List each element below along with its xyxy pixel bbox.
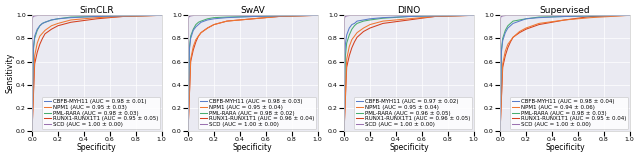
X-axis label: Specificity: Specificity — [233, 143, 273, 152]
X-axis label: Specificity: Specificity — [545, 143, 585, 152]
Title: Supervised: Supervised — [540, 6, 590, 15]
Title: SimCLR: SimCLR — [79, 6, 114, 15]
Legend: CBFB-MYH11 (AUC = 0.98 ± 0.01), NPM1 (AUC = 0.95 ± 0.03), PML-RARA (AUC = 0.98 ±: CBFB-MYH11 (AUC = 0.98 ± 0.01), NPM1 (AU… — [42, 97, 160, 129]
X-axis label: Specificity: Specificity — [77, 143, 116, 152]
X-axis label: Specificity: Specificity — [389, 143, 429, 152]
Title: DINO: DINO — [397, 6, 420, 15]
Legend: CBFB-MYH11 (AUC = 0.98 ± 0.03), NPM1 (AUC = 0.95 ± 0.04), PML-RARA (AUC = 0.98 ±: CBFB-MYH11 (AUC = 0.98 ± 0.03), NPM1 (AU… — [198, 97, 316, 129]
Legend: CBFB-MYH11 (AUC = 0.98 ± 0.04), NPM1 (AUC = 0.94 ± 0.06), PML-RARA (AUC = 0.98 ±: CBFB-MYH11 (AUC = 0.98 ± 0.04), NPM1 (AU… — [510, 97, 628, 129]
Title: SwAV: SwAV — [241, 6, 265, 15]
Legend: CBFB-MYH11 (AUC = 0.97 ± 0.02), NPM1 (AUC = 0.95 ± 0.04), PML-RARA (AUC = 0.96 ±: CBFB-MYH11 (AUC = 0.97 ± 0.02), NPM1 (AU… — [355, 97, 472, 129]
Y-axis label: Sensitivity: Sensitivity — [6, 53, 15, 93]
